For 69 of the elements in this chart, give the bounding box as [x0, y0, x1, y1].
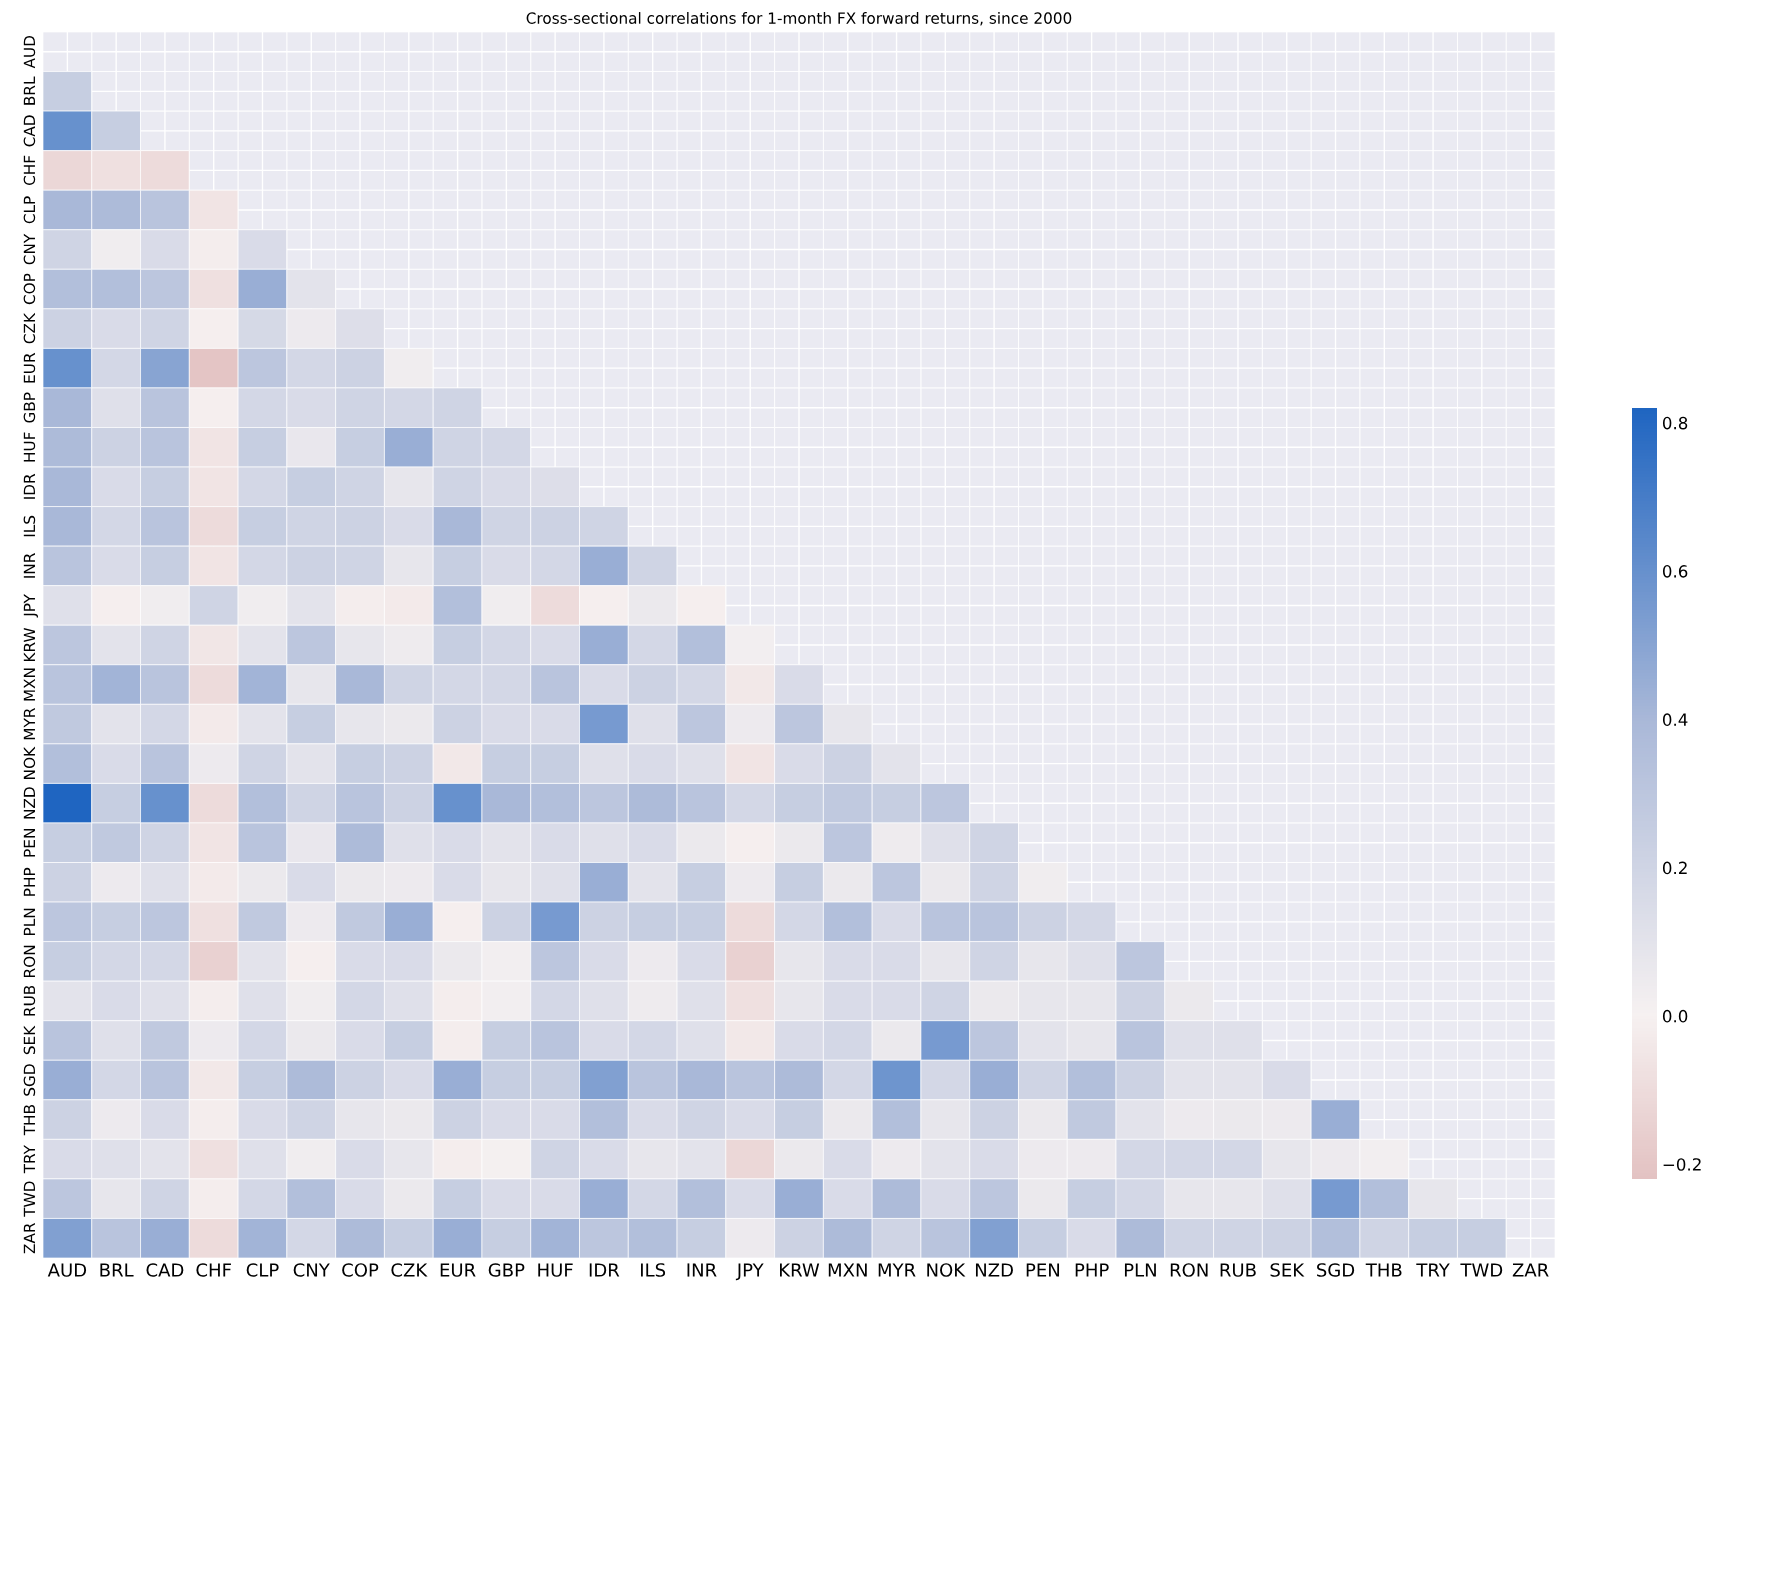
x-tick-label: PLN — [1124, 1263, 1156, 1277]
y-tick-label: GBP — [23, 392, 36, 423]
y-tick-label: CZK — [23, 312, 36, 344]
y-tick-label: THB — [23, 1105, 35, 1136]
y-tick-label: SEK — [23, 1025, 36, 1055]
x-tick-label: BRL — [100, 1263, 134, 1277]
y-tick-label: IDR — [23, 473, 35, 499]
x-tick-label: NOK — [927, 1263, 966, 1277]
x-tick-label: SGD — [1317, 1263, 1355, 1277]
x-tick-label: INR — [687, 1263, 717, 1277]
x-tick-label: PEN — [1026, 1263, 1059, 1277]
x-tick-label: NZD — [975, 1263, 1013, 1277]
y-tick-label: TWD — [23, 1181, 35, 1217]
color-bar-label: 0.0 — [1662, 1009, 1688, 1023]
x-tick-label: TRY — [1416, 1263, 1450, 1277]
y-tick-label: JPY — [23, 594, 39, 618]
y-tick-label: CAD — [23, 115, 36, 147]
color-bar-label: 0.6 — [1662, 565, 1688, 578]
color-bar-label: −0.2 — [1663, 1158, 1701, 1171]
y-tick-label: BRL — [23, 76, 35, 105]
y-tick-label: AUD — [23, 35, 36, 69]
y-tick-label: NZD — [23, 787, 35, 819]
y-tick-label: MXN — [23, 668, 35, 701]
x-tick-label: RUB — [1220, 1263, 1256, 1277]
x-tick-label: CHF — [196, 1263, 231, 1277]
y-tick-label: MYR — [23, 707, 35, 740]
y-tick-label: PHP — [23, 867, 35, 896]
chart-title: Cross-sectional correlations for 1-month FX forward returns, since 2000 — [526, 12, 1072, 26]
y-tick-label: CNY — [23, 233, 36, 265]
y-tick-label: CHF — [23, 155, 36, 186]
y-tick-label: TRY — [23, 1144, 35, 1174]
x-tick-label: CNY — [293, 1263, 330, 1277]
x-tick-label: EUR — [440, 1263, 476, 1277]
y-tick-label: COP — [23, 273, 36, 305]
x-tick-label: RON — [1170, 1263, 1208, 1277]
x-tick-label: MYR — [878, 1263, 916, 1277]
y-tick-label: SGD — [23, 1064, 36, 1096]
x-tick-label: CAD — [146, 1263, 184, 1277]
x-tick-label: COP — [342, 1263, 379, 1277]
x-tick-label: MXN — [828, 1263, 867, 1277]
y-tick-label: EUR — [23, 352, 36, 383]
x-tick-label: GBP — [488, 1263, 525, 1277]
x-tick-label: JPY — [735, 1263, 764, 1281]
x-tick-label: THB — [1365, 1263, 1402, 1277]
x-tick-label: PHP — [1075, 1263, 1109, 1277]
x-tick-label: KRW — [780, 1263, 820, 1277]
x-tick-label: IDR — [589, 1263, 620, 1277]
color-bar-label: 0.2 — [1662, 861, 1687, 875]
y-tick-label: KRW — [23, 627, 35, 662]
y-tick-label: RUB — [23, 985, 36, 1016]
y-tick-label: PEN — [23, 829, 35, 857]
x-tick-label: ILS — [641, 1263, 666, 1277]
y-tick-label: PLN — [23, 908, 35, 935]
y-tick-label: RON — [23, 945, 36, 977]
color-bar-label: 0.4 — [1662, 713, 1688, 726]
y-tick-label: NOK — [23, 746, 36, 779]
y-tick-label: ILS — [23, 515, 36, 537]
x-tick-label: SEK — [1270, 1263, 1305, 1277]
y-tick-label: INR — [23, 553, 35, 578]
x-tick-label: CLP — [246, 1263, 279, 1277]
x-tick-label: HUF — [538, 1263, 573, 1277]
x-tick-label: ZAR — [1512, 1263, 1549, 1277]
y-tick-label: HUF — [23, 432, 36, 462]
color-bar-label: 0.8 — [1662, 416, 1688, 430]
y-tick-label: ZAR — [23, 1222, 35, 1254]
y-tick-label: CLP — [23, 196, 36, 224]
x-tick-label: CZK — [391, 1263, 428, 1277]
x-tick-label: TWD — [1460, 1263, 1503, 1277]
x-tick-label: AUD — [47, 1263, 87, 1277]
